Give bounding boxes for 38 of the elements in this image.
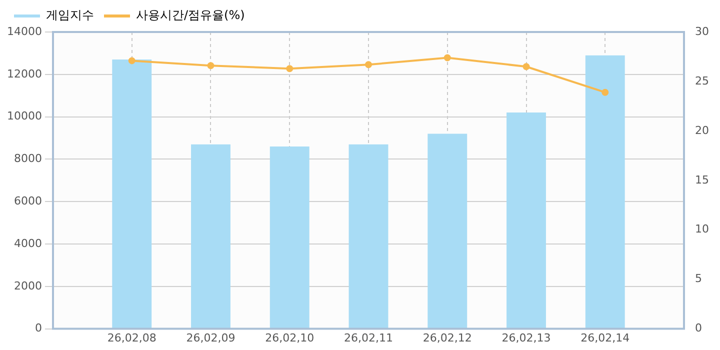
point: [207, 62, 214, 70]
y-tick-label: 8000: [14, 152, 42, 166]
point: [128, 57, 136, 64]
x-tick-label: 26,02,09: [186, 331, 236, 344]
point: [522, 63, 530, 70]
y-tick-label: 14000: [6, 24, 42, 38]
point: [286, 65, 294, 72]
legend-label: 사용시간/점유율(%): [136, 8, 245, 22]
bar: [112, 60, 152, 328]
x-tick-label: 26,02,11: [344, 331, 393, 344]
y-tick-label: 10000: [6, 110, 42, 123]
bar: [428, 134, 468, 328]
y2-tick-label: 0: [695, 322, 702, 335]
point: [602, 88, 609, 96]
bar: [585, 55, 625, 328]
y2-tick-label: 30: [695, 24, 710, 38]
legend-label: 게임지수: [46, 8, 94, 22]
x-tick-label: 26,02,13: [502, 331, 551, 344]
bar: [270, 146, 310, 328]
x-tick-label: 26,02,08: [107, 331, 156, 344]
y-tick-label: 0: [34, 322, 42, 335]
y2-tick-label: 5: [695, 272, 702, 286]
y2-tick-label: 20: [695, 124, 710, 137]
bar: [191, 144, 230, 328]
y-tick-label: 2000: [14, 279, 42, 292]
bar: [348, 144, 388, 328]
bar: [506, 112, 546, 328]
y-tick-label: 6000: [14, 194, 42, 208]
y-tick-label: 12000: [6, 67, 42, 80]
y2-tick-label: 10: [695, 222, 710, 236]
point: [365, 61, 372, 68]
y2-tick-label: 15: [695, 173, 710, 186]
point: [444, 54, 451, 62]
x-tick-label: 26,02,12: [422, 331, 472, 344]
x-tick-label: 26,02,10: [265, 331, 314, 344]
x-tick-label: 26,02,14: [580, 331, 630, 344]
y-tick-label: 4000: [14, 236, 42, 250]
y2-tick-label: 25: [695, 74, 710, 88]
